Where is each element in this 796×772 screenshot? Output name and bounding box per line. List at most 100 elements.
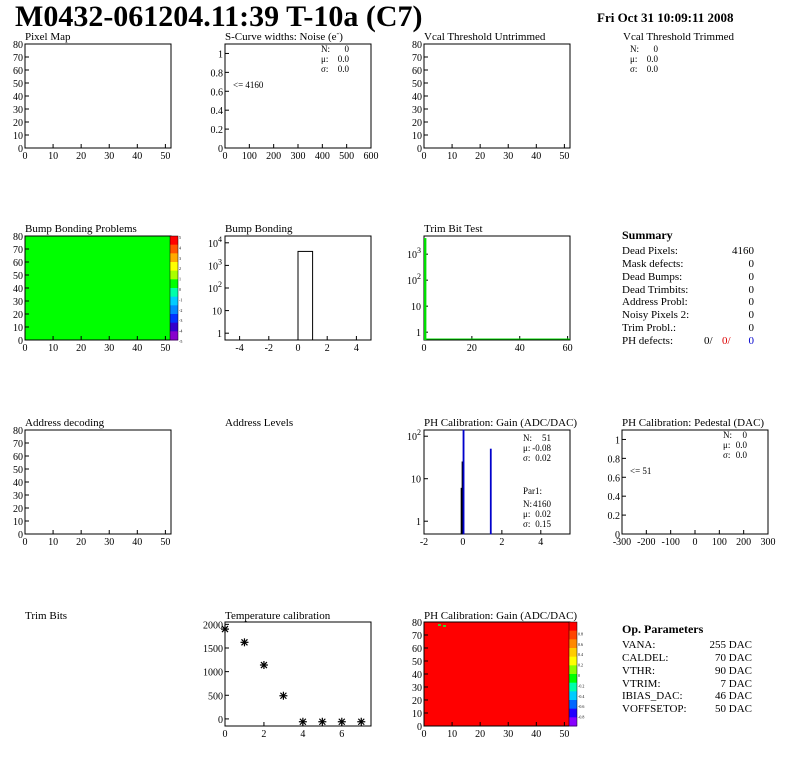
bump-colorbar-label: -5: [179, 339, 182, 344]
temperature-ytick-label: 1000: [203, 668, 223, 679]
ph-gain-par1-stats-value: 4160: [533, 499, 552, 509]
summary-label: Trim Probl.:: [622, 322, 677, 335]
ph_pedestal-ytick-label: 0: [615, 530, 620, 541]
pixel_map-ytick-label: 10: [13, 131, 23, 142]
address_decoding-ytick-label: 50: [13, 465, 23, 476]
ph-gain-stats-value: 0.02: [535, 453, 551, 463]
ph_pedestal-xtick-label: 200: [736, 537, 751, 548]
ph_pedestal-ytick-label: 0.4: [608, 492, 621, 503]
temperature-point-stroke: [299, 718, 307, 726]
address_decoding-ytick-label: 30: [13, 491, 23, 502]
address_decoding-ytick-label: 80: [13, 426, 23, 437]
bump_problems-ytick-label: 50: [13, 271, 23, 282]
trim_bit_test-ytick-label: 103: [407, 246, 421, 261]
trim_bit_test-ytick-exp: 3: [417, 246, 421, 255]
bump_bonding-ytick-label: 1: [217, 329, 222, 340]
bump-colorbar-label: 3: [179, 256, 181, 261]
bump-colorbar-segment: [170, 314, 178, 324]
bump-bonding-bar: [297, 250, 314, 341]
ph-gain-map-colorbar-segment: [569, 674, 577, 684]
summary-value: 4160: [732, 244, 754, 257]
scurve-ytick-label: 0.2: [211, 125, 224, 136]
temperature-point: [337, 717, 346, 726]
op-param-label: CALDEL:: [622, 651, 669, 664]
summary-label: Dead Pixels:: [622, 244, 678, 257]
scurve-xtick-label: 200: [266, 151, 281, 162]
ph-pedestal-stat-value: 0.0: [736, 440, 748, 450]
op-param-label: VANA:: [622, 638, 656, 651]
vcal-trimmed-stats-value: 0.0: [647, 54, 659, 64]
trim_bit_test-chart: 0 20 40 60 1 10 102 103: [407, 235, 573, 354]
temperature-point-stroke: [279, 692, 287, 700]
scurve-title-close: ): [339, 31, 343, 43]
bump_bonding-xtick-label: 4: [354, 343, 359, 354]
scurve-overflow-note: <= 4160: [233, 80, 264, 90]
ph_gain-xtick-label: 2: [499, 537, 504, 548]
pixel_map-ytick-label: 60: [13, 66, 23, 77]
summary-value: 0: [748, 322, 755, 335]
ph_gain_map-xtick-label: 30: [503, 729, 513, 740]
summary-value: 0: [748, 257, 755, 270]
ph_gain_map-ytick-label: 50: [412, 657, 422, 668]
summary-row: Address Probl: 0: [622, 296, 754, 309]
bump_problems-ytick-label: 10: [13, 323, 23, 334]
scurve-stats-value: 0: [345, 44, 350, 54]
ph-gain-map-colorbar-segment: [569, 717, 577, 727]
trim_bit_test-xtick-label: 20: [467, 343, 477, 354]
bump_bonding-ytick-exp: 4: [218, 235, 222, 244]
vcal-trimmed-stats-label: μ:: [630, 54, 637, 64]
pixel_map-ytick-label: 50: [13, 79, 23, 90]
op-param-value: 46 DAC: [715, 690, 752, 703]
ph_gain-xtick-label: 0: [460, 537, 465, 548]
trim_bit_test-ytick-exp: 2: [417, 272, 421, 281]
summary-label: Mask defects:: [622, 257, 684, 270]
ph-defects-v3: 0: [748, 335, 755, 348]
ph-gain-map-colorbar-label: 0.2: [578, 663, 583, 668]
bump_problems-xtick-label: 10: [48, 343, 58, 354]
ph-pedestal-title: PH Calibration: Pedestal (DAC): [622, 417, 764, 429]
op-param-row: IBIAS_DAC: 46 DAC: [622, 690, 752, 703]
ph-gain-map-colorbar-label: 0.6: [578, 642, 583, 647]
ph_gain_map-ytick-label: 40: [412, 670, 422, 681]
ph-gain-par1-stats-value: 0.15: [535, 519, 551, 529]
ph-gain-map-colorbar-frame: [568, 621, 578, 727]
ph_gain_map-ytick-label: 10: [412, 709, 422, 720]
trim_bit_test-ytick-label: 102: [407, 272, 421, 287]
temperature-xtick-label: 0: [223, 729, 228, 740]
bump_problems-ytick-label: 60: [13, 258, 23, 269]
ph-gain-stats-label: μ:: [523, 443, 530, 453]
page-title: M0432-061204.11:39 T-10a (C7): [15, 0, 423, 33]
pixel_map-ytick-label: 0: [18, 144, 23, 155]
ph_gain_map-frame: [423, 621, 571, 727]
vcal-trimmed-stats-value: 0: [654, 44, 659, 54]
scurve-frame: [224, 43, 372, 149]
ph-gain-bar-par1: [489, 448, 492, 535]
ph_gain-ytick-label: 102: [407, 428, 421, 443]
op-param-value: 7 DAC: [720, 677, 752, 690]
pixel_map-frame: [24, 43, 172, 149]
ph-pedestal-overflow-note: <= 51: [630, 466, 651, 476]
scurve-ytick-label: 1: [218, 49, 223, 60]
temperature-ytick-label: 0: [218, 715, 223, 726]
temperature-point-stroke: [260, 661, 268, 669]
pixel_map-xtick-label: 10: [48, 151, 58, 162]
scurve-stats-value: 0.0: [338, 54, 350, 64]
trim_bit_test-xtick-label: 40: [515, 343, 525, 354]
op-param-row: VANA: 255 DAC: [622, 639, 752, 652]
summary-label: Address Probl:: [622, 296, 688, 309]
trim_bit_test-xtick-label: 60: [563, 343, 573, 354]
ph-gain-map-colorbar-segment: [569, 665, 577, 675]
ph_gain-ytick-label: 1: [416, 517, 421, 528]
scurve-stats-label: σ:: [321, 64, 328, 74]
bump_bonding-ytick-label: 103: [208, 257, 222, 272]
bump_problems-ytick-label: 30: [13, 297, 23, 308]
bump-colorbar-segment: [170, 322, 178, 332]
pixel_map-xtick-label: 40: [132, 151, 142, 162]
vcal_untrimmed-ytick-label: 70: [412, 53, 422, 64]
bump_bonding-ytick-exp: 3: [218, 257, 222, 266]
ph_pedestal-ytick-label: 1: [615, 435, 620, 446]
ph-gain-map-colorbar-label: 0: [578, 673, 580, 678]
